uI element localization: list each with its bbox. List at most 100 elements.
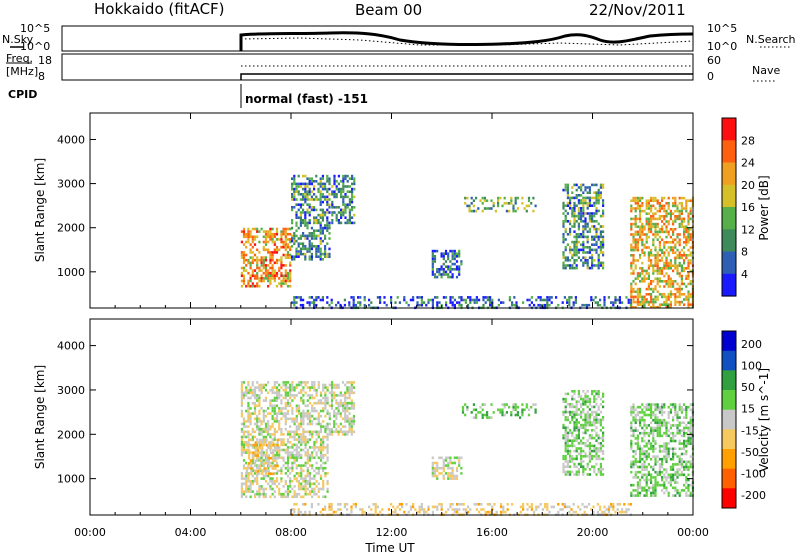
data-cell <box>449 456 452 460</box>
data-cell <box>293 298 296 302</box>
data-cell <box>398 301 401 304</box>
data-cell <box>632 300 635 304</box>
data-cell <box>326 479 329 483</box>
data-cell <box>667 416 670 419</box>
data-cell <box>258 383 261 387</box>
data-cell <box>643 254 646 257</box>
data-cell <box>508 202 511 205</box>
data-cell <box>464 413 467 417</box>
data-cell <box>586 390 589 393</box>
data-cell <box>308 234 311 238</box>
data-cell <box>247 477 250 480</box>
data-cell <box>665 431 668 435</box>
data-cell <box>344 409 347 413</box>
data-cell <box>431 474 434 478</box>
data-cell <box>291 185 294 188</box>
data-cell <box>280 261 283 265</box>
data-cell <box>685 298 688 301</box>
data-cell <box>370 508 373 511</box>
data-cell <box>306 417 309 421</box>
data-cell <box>634 416 637 419</box>
data-cell <box>308 492 312 496</box>
date-label: 22/Nov/2011 <box>589 1 686 19</box>
data-cell <box>678 473 681 477</box>
data-cell <box>321 229 324 232</box>
data-cell <box>676 248 679 252</box>
data-cell <box>321 216 324 219</box>
data-cell <box>676 413 679 417</box>
data-cell <box>636 476 639 479</box>
data-cell <box>482 298 485 302</box>
data-cell <box>525 204 528 208</box>
data-cell <box>475 508 478 511</box>
data-cell <box>647 424 650 427</box>
data-cell <box>647 285 650 288</box>
data-cell <box>632 246 635 249</box>
data-cell <box>583 303 586 307</box>
data-cell <box>342 180 345 183</box>
data-cell <box>267 274 270 278</box>
data-cell <box>282 282 285 285</box>
data-cell <box>630 463 633 466</box>
data-cell <box>489 303 492 307</box>
data-cell <box>253 227 257 231</box>
data-cell <box>636 225 639 228</box>
data-cell <box>247 485 250 488</box>
data-cell <box>678 202 681 205</box>
data-cell <box>562 235 565 239</box>
data-cell <box>650 426 653 430</box>
data-cell <box>610 301 613 304</box>
data-cell <box>313 440 316 444</box>
data-cell <box>588 444 591 448</box>
data-cell <box>308 474 312 478</box>
data-cell <box>258 490 261 493</box>
data-cell <box>278 453 281 457</box>
data-cell <box>665 447 668 451</box>
data-cell <box>672 241 675 244</box>
data-cell <box>647 473 650 477</box>
data-cell <box>676 300 679 304</box>
data-cell <box>636 434 639 438</box>
data-cell <box>245 451 248 454</box>
data-cell <box>597 199 600 202</box>
data-cell <box>456 508 459 511</box>
data-cell <box>669 457 672 461</box>
data-cell <box>273 427 276 431</box>
data-cell <box>654 405 657 409</box>
data-cell <box>308 417 312 421</box>
data-cell <box>256 466 259 470</box>
data-cell <box>313 229 316 232</box>
data-cell <box>265 438 268 442</box>
data-cell <box>251 466 254 470</box>
data-cell <box>352 298 355 302</box>
data-cell <box>262 261 265 265</box>
data-cell <box>348 208 351 212</box>
data-cell <box>304 211 307 214</box>
data-cell <box>650 413 653 417</box>
data-cell <box>262 464 265 467</box>
data-cell <box>674 439 677 443</box>
data-cell <box>575 434 578 437</box>
data-cell <box>304 383 307 387</box>
data-cell <box>282 274 285 278</box>
data-cell <box>647 228 650 231</box>
data-cell <box>566 465 569 468</box>
data-cell <box>346 381 349 384</box>
data-cell <box>593 235 596 239</box>
data-cell <box>634 199 637 202</box>
data-cell <box>582 227 585 231</box>
data-cell <box>315 466 318 470</box>
data-cell <box>674 220 677 223</box>
data-cell <box>342 213 345 217</box>
data-cell <box>650 261 653 265</box>
data-cell <box>602 434 605 437</box>
data-cell <box>245 440 248 444</box>
data-cell <box>300 453 303 457</box>
data-cell <box>310 245 313 248</box>
data-cell <box>588 455 591 458</box>
data-cell <box>475 408 478 412</box>
data-cell <box>251 284 254 288</box>
data-cell <box>687 282 690 286</box>
data-cell <box>680 300 683 304</box>
data-cell <box>242 425 246 428</box>
